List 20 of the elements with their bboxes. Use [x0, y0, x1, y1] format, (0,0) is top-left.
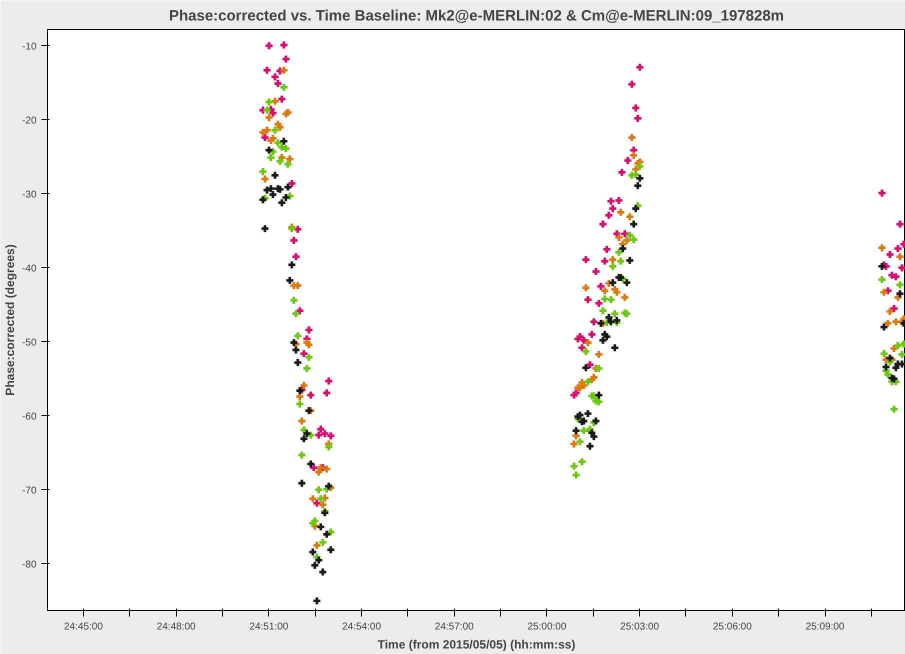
y-tick-label: -30	[22, 189, 37, 200]
chart-title: Phase:corrected vs. Time Baseline: Mk2@e-MERLIN:02 & Cm@e-MERLIN:09_197828m	[168, 8, 784, 24]
x-tick-label: 25:06:00	[712, 622, 752, 632]
y-axis-title: Phase:corrected (degrees)	[3, 244, 18, 396]
y-tick-label: -40	[22, 263, 37, 274]
x-tick-label: 24:54:00	[342, 622, 382, 632]
x-tick-label: 24:45:00	[64, 622, 104, 632]
x-tick-label: 24:48:00	[156, 622, 196, 632]
x-tick-label: 24:51:00	[249, 622, 289, 632]
y-tick-label: -10	[22, 41, 37, 52]
x-tick-label: 24:57:00	[434, 622, 474, 632]
y-tick-label: -80	[22, 559, 37, 570]
x-axis-title: Time (from 2015/05/05) (hh:mm:ss)	[378, 638, 576, 652]
y-tick-label: -60	[22, 411, 37, 422]
y-tick-label: -20	[22, 115, 37, 126]
y-tick-label: -50	[22, 337, 37, 348]
x-tick-label: 25:09:00	[806, 622, 845, 632]
x-tick-label: 25:03:00	[620, 622, 660, 632]
y-tick-label: -70	[22, 485, 37, 496]
x-tick-label: 25:00:00	[527, 622, 567, 632]
